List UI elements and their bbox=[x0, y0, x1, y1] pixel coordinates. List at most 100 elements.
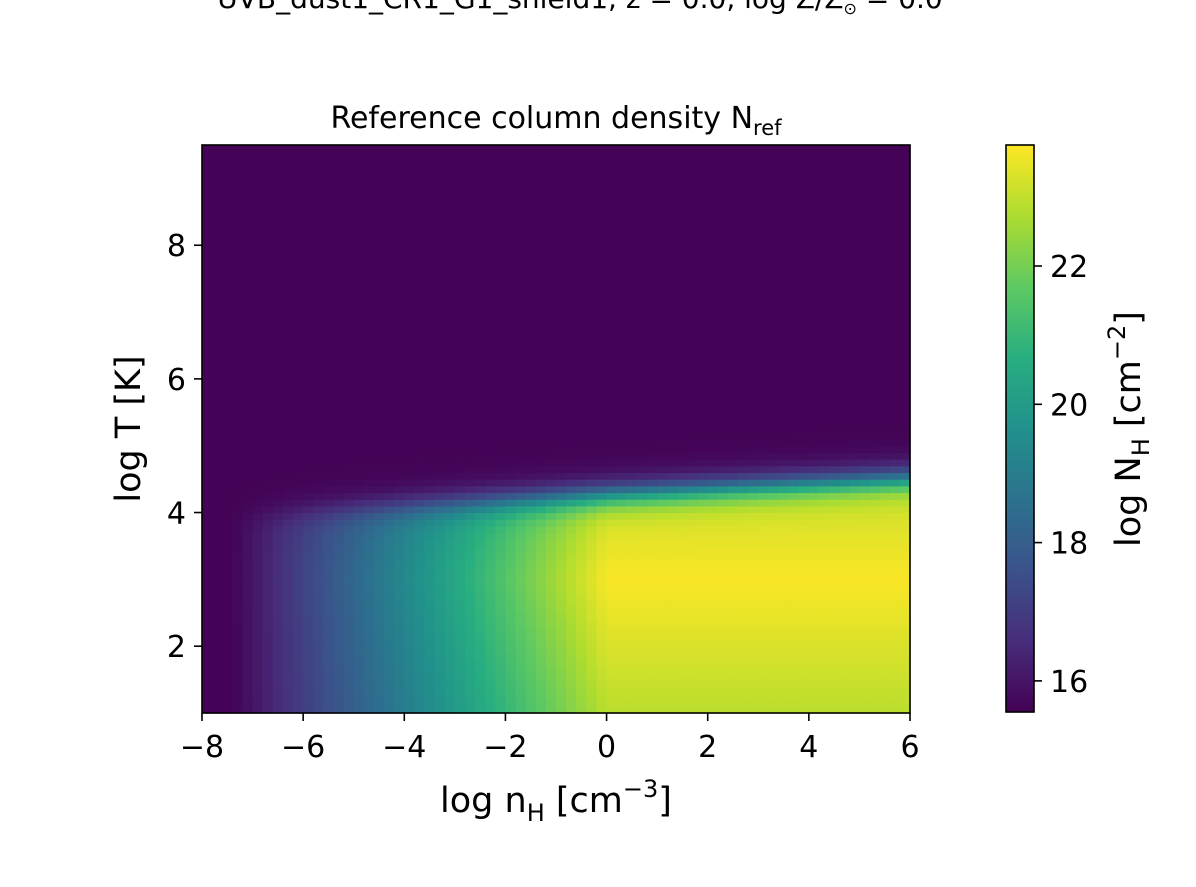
heatmap-cell bbox=[303, 532, 314, 540]
heatmap-cell bbox=[525, 332, 537, 340]
heatmap-cell bbox=[222, 358, 233, 367]
heatmap-cell bbox=[707, 619, 719, 627]
heatmap-cell bbox=[303, 378, 314, 387]
heatmap-cell bbox=[667, 485, 678, 494]
heatmap-cell bbox=[333, 211, 345, 220]
heatmap-cell bbox=[707, 151, 719, 159]
heatmap-cell bbox=[667, 205, 678, 213]
heatmap-cell bbox=[373, 525, 385, 534]
heatmap-cell bbox=[303, 158, 314, 166]
heatmap-cell bbox=[657, 672, 668, 681]
heatmap-cell bbox=[545, 659, 557, 667]
heatmap-cell bbox=[758, 245, 769, 253]
heatmap-cell bbox=[576, 492, 587, 500]
heatmap-cell bbox=[596, 352, 608, 360]
heatmap-cell bbox=[556, 686, 567, 694]
heatmap-cell bbox=[242, 565, 254, 574]
heatmap-cell bbox=[333, 592, 345, 600]
heatmap-cell bbox=[657, 552, 668, 560]
heatmap-cell bbox=[727, 512, 739, 520]
heatmap-cell bbox=[616, 372, 628, 380]
heatmap-cell bbox=[566, 198, 577, 206]
heatmap-cell bbox=[596, 258, 608, 266]
heatmap-cell bbox=[576, 211, 587, 220]
heatmap-cell bbox=[343, 479, 355, 487]
heatmap-cell bbox=[707, 205, 719, 213]
heatmap-cell bbox=[758, 231, 769, 240]
heatmap-cell bbox=[738, 445, 749, 453]
heatmap-cell bbox=[242, 158, 254, 166]
heatmap-cell bbox=[576, 325, 587, 333]
heatmap-cell bbox=[212, 599, 223, 607]
heatmap-cell bbox=[282, 332, 294, 340]
heatmap-cell bbox=[657, 258, 668, 266]
heatmap-cell bbox=[707, 599, 719, 607]
heatmap-cell bbox=[343, 612, 355, 621]
heatmap-cell bbox=[545, 492, 557, 500]
heatmap-cell bbox=[556, 532, 567, 540]
heatmap-cell bbox=[232, 479, 244, 487]
heatmap-cell bbox=[272, 352, 284, 360]
heatmap-cell bbox=[525, 305, 537, 313]
heatmap-cell bbox=[525, 679, 537, 687]
heatmap-cell bbox=[293, 332, 304, 340]
heatmap-cell bbox=[647, 539, 658, 547]
heatmap-cell bbox=[394, 472, 405, 480]
heatmap-cell bbox=[495, 479, 507, 487]
heatmap-cell bbox=[626, 646, 638, 654]
heatmap-cell bbox=[616, 606, 628, 614]
heatmap-cell bbox=[373, 425, 385, 433]
heatmap-cell bbox=[727, 231, 739, 240]
heatmap-cell bbox=[545, 218, 557, 226]
heatmap-cell bbox=[697, 565, 709, 574]
heatmap-cell bbox=[464, 592, 476, 600]
heatmap-cell bbox=[505, 586, 517, 594]
heatmap-cell bbox=[394, 532, 405, 540]
heatmap-cell bbox=[677, 372, 689, 380]
heatmap-cell bbox=[606, 632, 618, 641]
heatmap-cell bbox=[667, 465, 678, 474]
heatmap-cell bbox=[586, 198, 598, 206]
heatmap-cell bbox=[717, 612, 729, 621]
heatmap-cell bbox=[707, 606, 719, 614]
heatmap-cell bbox=[758, 445, 769, 453]
heatmap-cell bbox=[363, 238, 375, 246]
heatmap-cell bbox=[717, 338, 729, 347]
heatmap-cell bbox=[414, 599, 426, 607]
heatmap-cell bbox=[363, 499, 375, 507]
heatmap-cell bbox=[363, 158, 375, 166]
heatmap-cell bbox=[788, 505, 800, 514]
heatmap-cell bbox=[303, 626, 314, 634]
heatmap-cell bbox=[353, 405, 365, 413]
heatmap-cell bbox=[232, 378, 244, 387]
heatmap-cell bbox=[717, 465, 729, 474]
heatmap-cell bbox=[778, 485, 790, 494]
heatmap-cell bbox=[677, 592, 689, 600]
heatmap-cell bbox=[677, 679, 689, 687]
heatmap-cell bbox=[272, 485, 284, 494]
heatmap-cell bbox=[232, 519, 244, 527]
heatmap-cell bbox=[677, 652, 689, 661]
heatmap-cell bbox=[475, 245, 486, 253]
heatmap-cell bbox=[323, 432, 335, 440]
heatmap-cell bbox=[313, 385, 324, 393]
heatmap-cell bbox=[505, 652, 517, 661]
heatmap-cell bbox=[677, 185, 689, 193]
heatmap-cell bbox=[485, 425, 496, 433]
heatmap-cell bbox=[282, 218, 294, 226]
heatmap-cell bbox=[212, 265, 223, 273]
heatmap-cell bbox=[545, 459, 557, 467]
heatmap-cell bbox=[454, 499, 466, 507]
heatmap-cell bbox=[373, 412, 385, 420]
heatmap-cell bbox=[353, 265, 365, 273]
heatmap-cell bbox=[717, 191, 729, 200]
heatmap-cell bbox=[373, 378, 385, 387]
heatmap-cell bbox=[313, 606, 324, 614]
heatmap-cell bbox=[202, 332, 213, 340]
heatmap-cell bbox=[353, 552, 365, 560]
heatmap-cell bbox=[606, 318, 618, 327]
heatmap-cell bbox=[384, 646, 395, 654]
heatmap-cell bbox=[434, 612, 446, 621]
heatmap-cell bbox=[202, 231, 213, 240]
heatmap-cell bbox=[373, 606, 385, 614]
